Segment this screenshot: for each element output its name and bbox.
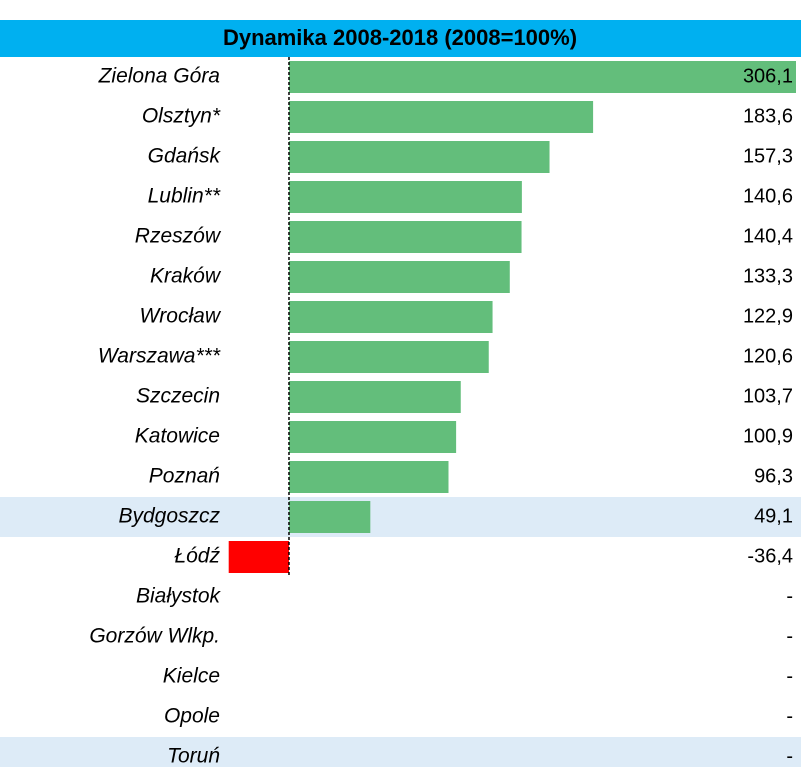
row-label: Zielona Góra [98,65,220,88]
value-label: 120,6 [743,345,793,367]
value-label: - [786,665,793,687]
row-label: Białystok [136,585,222,608]
backgrounds [0,497,801,767]
value-label: - [786,745,793,767]
value-label: 49,1 [754,505,793,527]
bar [288,501,371,533]
row-highlight [0,737,801,767]
row-highlight [0,497,801,537]
row-label: Łódź [174,545,220,568]
bar [288,101,594,133]
value-label: 140,4 [743,225,793,247]
bar [288,61,796,93]
row-label: Szczecin [136,385,220,408]
value-label: 133,3 [743,265,793,287]
row-label: Wrocław [139,305,221,328]
value-label: - [786,705,793,727]
row-label: Opole [164,705,220,728]
value-label: 96,3 [754,465,793,487]
value-label: - [786,625,793,647]
bar [228,541,289,573]
row-label: Gorzów Wlkp. [89,625,220,648]
row-label: Gdańsk [148,145,222,168]
value-label: 157,3 [743,145,793,167]
row-label: Rzeszów [135,225,222,248]
bar [288,221,522,253]
value-label: 122,9 [743,305,793,327]
value-label: 140,6 [743,185,793,207]
row-label: Olsztyn* [142,105,221,128]
bar [288,421,457,453]
header-background [0,20,801,57]
value-label: 100,9 [743,425,793,447]
row-label: Kielce [163,665,220,688]
row-label: Warszawa*** [98,345,221,368]
row-label: Lublin** [148,185,221,208]
value-label: 183,6 [743,105,793,127]
bar [288,141,550,173]
row-label: Kraków [150,265,222,288]
value-label: 103,7 [743,385,793,407]
chart-title: Dynamika 2008-2018 (2008=100%) [223,25,577,50]
bar [288,261,510,293]
bar [288,301,493,333]
row-label: Toruń [167,745,220,767]
bar [288,341,489,373]
bar [288,381,461,413]
row-label: Poznań [149,465,220,488]
value-label: -36,4 [747,545,793,567]
bar [288,461,449,493]
value-label: 306,1 [743,65,793,87]
bar [288,181,522,213]
row-label: Bydgoszcz [118,505,220,528]
row-label: Katowice [135,425,220,448]
value-label: - [786,585,793,607]
